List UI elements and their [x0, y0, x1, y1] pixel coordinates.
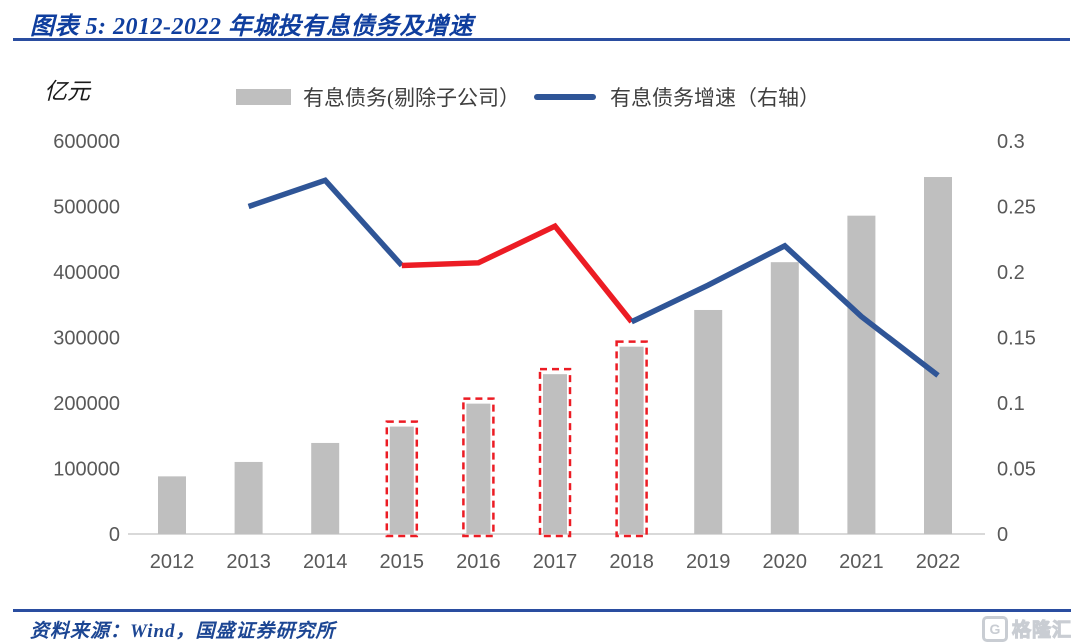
bar-red-dashed-outline — [538, 367, 572, 538]
bar — [924, 177, 952, 534]
x-axis-year-label: 2016 — [456, 551, 501, 573]
right-axis-tick-label: 0.3 — [997, 131, 1025, 153]
bar-highlighted — [389, 426, 414, 534]
growth-rate-line-segment — [401, 222, 634, 324]
x-axis-year-label: 2021 — [839, 551, 884, 573]
growth-rate-line-segment — [630, 242, 940, 378]
right-axis-tick-label: 0.2 — [997, 262, 1025, 284]
bar — [234, 461, 263, 534]
growth-rate-line-segment — [247, 177, 404, 268]
x-axis-year-label: 2017 — [533, 551, 578, 573]
bar-highlighted — [543, 374, 567, 534]
bar-highlighted — [619, 346, 644, 534]
x-axis-year-label: 2022 — [916, 551, 961, 573]
right-axis-tick-label: 0.15 — [997, 328, 1036, 350]
footer-divider-rule — [13, 609, 1071, 612]
title-divider-rule — [13, 38, 1070, 41]
bar-red-dashed-outline — [462, 397, 495, 538]
right-axis-tick-label: 0 — [997, 524, 1008, 546]
bar — [770, 262, 799, 534]
x-axis-year-label: 2014 — [303, 551, 348, 573]
x-axis-year-label: 2015 — [380, 551, 425, 573]
x-axis-year-label: 2020 — [763, 551, 808, 573]
gelonghui-logo-text: 格隆汇 — [1011, 620, 1072, 642]
left-axis-tick-label: 500000 — [53, 197, 120, 219]
left-axis-tick-label: 400000 — [53, 262, 120, 284]
legend-item-line-series: 有息债务增速（右轴） — [534, 82, 820, 112]
bar — [311, 442, 340, 534]
legend-bar-label: 有息债务(剔除子公司） — [303, 86, 520, 110]
bar — [158, 476, 186, 534]
bar — [694, 309, 723, 534]
gelonghui-logo-icon: G — [981, 615, 1008, 642]
x-axis-year-label: 2013 — [226, 551, 271, 573]
right-axis-tick-label: 0.05 — [997, 459, 1036, 481]
left-axis-tick-label: 300000 — [53, 328, 120, 350]
chart-title: 图表 5: 2012-2022 年城投有息债务及增速 — [30, 14, 473, 40]
bar-red-dashed-outline — [385, 420, 419, 538]
left-axis-tick-label: 200000 — [53, 393, 120, 415]
legend-item-bar-series: 有息债务(剔除子公司） — [236, 82, 520, 112]
bar-red-dashed-outline — [615, 340, 648, 538]
x-axis-year-label: 2019 — [686, 551, 731, 573]
left-axis-tick-label: 100000 — [53, 459, 120, 481]
line-series-swatch-icon — [534, 94, 596, 100]
legend-line-label: 有息债务增速（右轴） — [610, 86, 820, 110]
bar-highlighted — [466, 403, 491, 534]
x-axis-year-label: 2012 — [150, 551, 195, 573]
left-axis-tick-label: 600000 — [53, 131, 120, 153]
gelonghui-watermark: G 格隆汇 — [981, 615, 1072, 642]
bar-series-swatch-icon — [236, 89, 291, 105]
left-axis-unit-label: 亿元 — [44, 79, 90, 104]
left-axis-tick-label: 0 — [109, 524, 120, 546]
bar — [847, 215, 876, 535]
x-axis-year-label: 2018 — [609, 551, 654, 573]
right-axis-tick-label: 0.1 — [997, 393, 1025, 415]
chart-legend: 有息债务(剔除子公司） 有息债务增速（右轴） — [236, 82, 820, 112]
source-note: 资料来源：Wind，国盛证券研究所 — [30, 621, 336, 642]
right-axis-tick-label: 0.25 — [997, 197, 1036, 219]
